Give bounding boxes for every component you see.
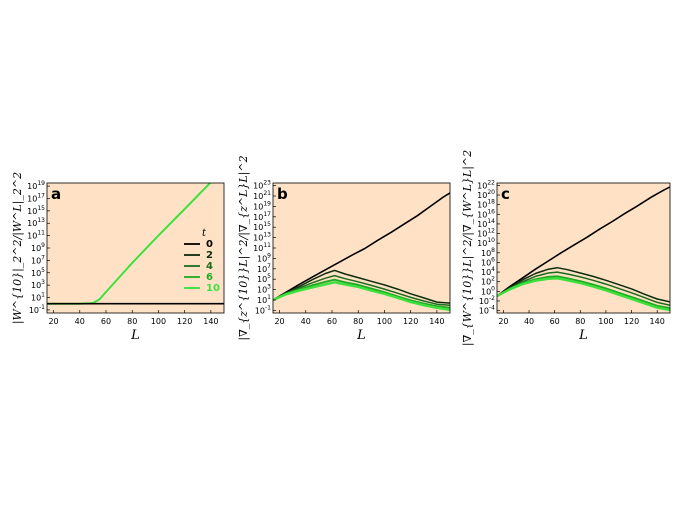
plot-background	[47, 183, 224, 313]
x-tick-label: 40	[301, 317, 311, 326]
y-tick-label: 1016	[477, 208, 495, 219]
panel-letter: a	[51, 185, 61, 203]
y-tick-label: 1023	[253, 180, 271, 191]
y-tick-label: 106	[481, 256, 495, 267]
y-axis-label: |∇_{W^{10}}L|^2/|∇_{W^L}L|^2	[461, 150, 475, 346]
y-tick-label: 100	[481, 285, 495, 296]
series-line-2	[497, 271, 670, 307]
x-tick-label: 80	[575, 317, 585, 326]
y-tick-label: 109	[31, 242, 45, 253]
x-tick-label: 80	[353, 317, 363, 326]
series-line-1	[497, 266, 670, 303]
y-tick-label: 101	[257, 294, 271, 305]
y-tick-label: 1011	[27, 230, 45, 241]
y-tick-label: 10-4	[479, 305, 495, 316]
y-tick-label: 109	[257, 252, 271, 263]
series-line-3	[273, 278, 450, 309]
x-tick-label: 140	[203, 317, 218, 326]
series-line-0	[273, 192, 450, 301]
legend-entry-label: 10	[206, 283, 220, 294]
legend-entry-label: 2	[206, 250, 213, 261]
axes-frame	[496, 182, 671, 314]
y-tick-label: 10-2	[479, 295, 495, 306]
x-tick-label: 40	[524, 317, 534, 326]
y-tick-label: 1018	[477, 199, 495, 210]
plot-background	[273, 183, 450, 313]
x-tick-label: 100	[598, 317, 613, 326]
y-tick-label: 107	[31, 254, 45, 265]
x-axis-label: L	[578, 328, 588, 343]
x-tick-label: 60	[327, 317, 337, 326]
panel-a: 20 40 60 80 100 120 14010-11011031051071091011…	[11, 172, 225, 343]
panel-c: 20 40 60 80 100 120 14010-410-2100102104106108…	[461, 150, 671, 346]
y-tick-label: 1015	[253, 221, 271, 232]
y-tick-label: 1013	[253, 232, 271, 243]
y-tick-label: 10-1	[255, 304, 271, 315]
y-tick-label: 1011	[253, 242, 271, 253]
series-line-4	[497, 277, 670, 312]
legend-entry-label: 4	[206, 261, 213, 272]
x-tick-label: 100	[151, 317, 166, 326]
legend-title: t	[202, 228, 207, 239]
x-tick-label: 20	[48, 317, 58, 326]
x-tick-label: 40	[75, 317, 85, 326]
legend-entry-label: 0	[206, 239, 213, 250]
y-tick-label: 1017	[27, 192, 45, 203]
y-tick-label: 10-1	[29, 304, 45, 315]
x-tick-label: 60	[101, 317, 111, 326]
y-tick-label: 1013	[27, 217, 45, 228]
y-tick-label: 101	[31, 292, 45, 303]
y-tick-label: 107	[257, 263, 271, 274]
y-tick-label: 1019	[27, 180, 45, 191]
y-tick-label: 1014	[477, 218, 495, 229]
y-tick-label: 1022	[477, 179, 495, 190]
y-tick-label: 1020	[477, 189, 495, 200]
x-axis-label: L	[356, 328, 366, 343]
y-tick-label: 102	[481, 276, 495, 287]
y-tick-label: 1010	[477, 237, 495, 248]
x-tick-label: 20	[274, 317, 284, 326]
y-tick-label: 103	[31, 279, 45, 290]
y-tick-label: 105	[257, 273, 271, 284]
x-axis-label: L	[130, 328, 140, 343]
y-tick-label: 108	[481, 247, 495, 258]
x-tick-label: 140	[429, 317, 444, 326]
x-tick-label: 140	[650, 317, 665, 326]
y-tick-label: 104	[481, 266, 495, 277]
x-tick-label: 60	[550, 317, 560, 326]
panel-letter: c	[501, 185, 510, 203]
x-tick-label: 80	[127, 317, 137, 326]
x-tick-label: 100	[377, 317, 392, 326]
x-tick-label: 20	[498, 317, 508, 326]
series-line-2	[273, 274, 450, 306]
series-group	[273, 192, 450, 312]
series-group	[47, 183, 224, 305]
y-tick-label: 103	[257, 284, 271, 295]
x-tick-label: 120	[624, 317, 639, 326]
panel-letter: b	[277, 185, 288, 203]
x-tick-label: 120	[177, 317, 192, 326]
series-line-0	[497, 186, 670, 297]
y-tick-label: 1015	[27, 205, 45, 216]
series-group	[497, 186, 670, 312]
legend-entry-label: 6	[206, 272, 213, 283]
y-axis-label: |W^{10}|_2^2/|W^L|_2^2	[11, 172, 25, 324]
y-axis-label: |∇_{z^{10}}L|^2/|∇_{z^L}L|^2	[237, 155, 251, 340]
y-tick-label: 105	[31, 267, 45, 278]
y-tick-label: 1012	[477, 228, 495, 239]
series-line-1	[273, 269, 450, 304]
plot-background	[497, 183, 670, 313]
x-tick-label: 120	[403, 317, 418, 326]
y-tick-label: 1021	[253, 190, 271, 201]
series-line-4	[273, 281, 450, 312]
panel-b: 20 40 60 80 100 120 140 10-11011031051071091011…	[237, 155, 451, 343]
y-tick-label: 1019	[253, 200, 271, 211]
y-tick-label: 1017	[253, 211, 271, 222]
